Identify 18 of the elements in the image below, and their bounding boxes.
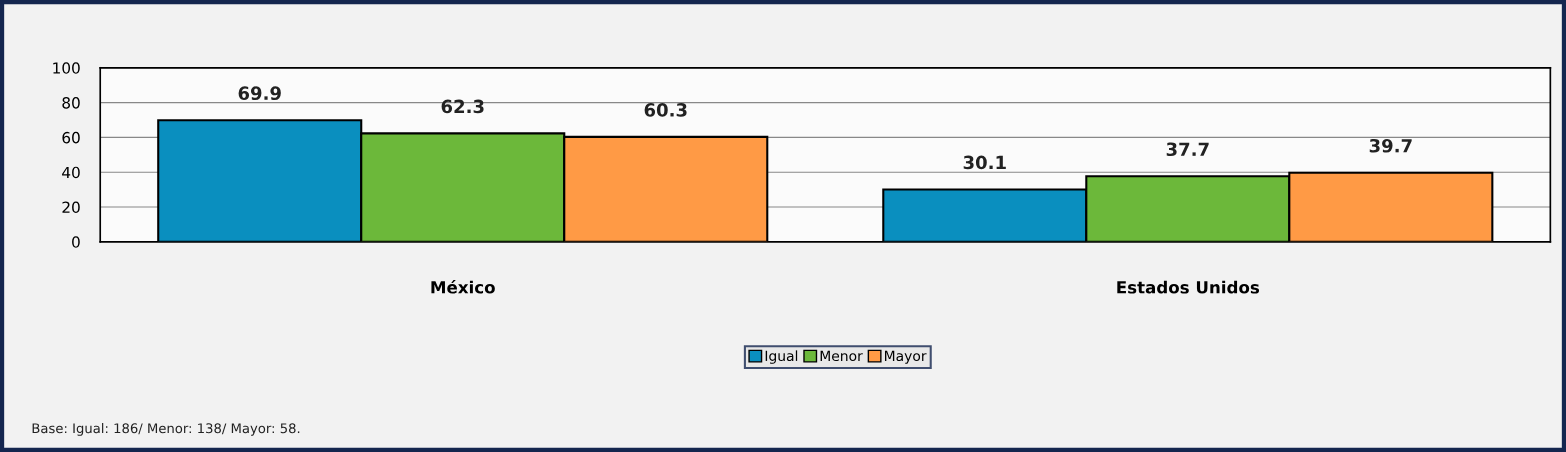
x-tick-label: Estados Unidos xyxy=(1117,280,1260,294)
data-label: 62.3 xyxy=(441,99,484,114)
y-tick-label: 0 xyxy=(72,236,80,248)
y-tick-label: 20 xyxy=(62,201,80,214)
text: Base: Igual: 186/ Menor: 138/ Mayor: 58. xyxy=(32,423,300,436)
data-label: 37.7 xyxy=(1166,142,1209,157)
data-label: 69.9 xyxy=(238,86,281,101)
data-label: 30.1 xyxy=(963,155,1006,170)
y-tick-label: 40 xyxy=(62,166,80,179)
legend-label: Igual xyxy=(765,350,798,364)
data-label: 39.7 xyxy=(1369,138,1412,153)
y-tick-label: 60 xyxy=(62,131,80,144)
y-tick-label: 100 xyxy=(53,62,80,74)
x-tick-label: México xyxy=(431,280,495,294)
legend-label: Mayor xyxy=(885,350,927,364)
legend-label: Menor xyxy=(820,350,863,362)
data-label: 60.3 xyxy=(644,103,687,117)
y-tick-label: 80 xyxy=(62,97,80,109)
